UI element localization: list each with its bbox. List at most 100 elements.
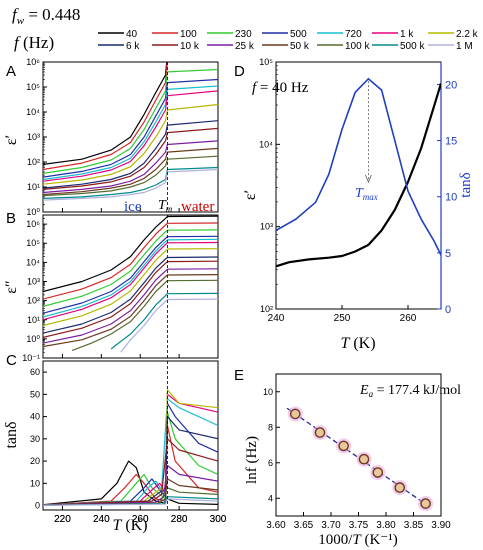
ice-label: ice (124, 199, 142, 215)
series-line-50k (43, 274, 218, 348)
y-tick-label: 10⁴ (259, 139, 273, 149)
series-line-1k (43, 90, 218, 182)
x-tick-label: 280 (171, 514, 188, 525)
y-tick-label: 10⁴ (26, 107, 40, 117)
e-ylabel: lnf (Hz) (244, 436, 260, 484)
y-tick-label: 8 (268, 422, 273, 432)
x-tick-label: 260 (400, 313, 417, 324)
panel-a-epsilon-prime: 10⁰ 10¹ 10² 10³ 10⁴ 10⁵ 10⁶ (26, 57, 219, 217)
series-line-6k (43, 416, 218, 506)
y-tick-label: 10⁰ (26, 334, 40, 344)
y-tick-label: 10⁰ (26, 207, 40, 217)
panel-label-c: C (6, 352, 17, 369)
series-line-6k (43, 256, 218, 334)
series-line-500 (43, 235, 218, 314)
legend-label: 50 k (290, 41, 310, 52)
panel-label-b: B (6, 210, 16, 227)
a-ylabel: ε′ (3, 135, 20, 145)
y-tick-label: 10⁶ (26, 219, 40, 229)
panel-d-f40hz: 10² 10³ 10⁴ 10⁵ 240 250 260 0 5 10 15 20 (259, 57, 457, 324)
x-tick-label: 3.70 (321, 520, 341, 531)
fw-label: fw = 0.448 (12, 5, 80, 27)
series-line-230 (43, 229, 218, 307)
legend-label: 100 k (345, 41, 370, 52)
legend-label: 10 k (180, 41, 200, 52)
d-y2label: tanδ (458, 172, 474, 197)
x-tick-label: 240 (93, 514, 110, 525)
x-tick-label: 250 (334, 313, 351, 324)
y2-tick-label: 10 (445, 192, 457, 204)
series-line-1M (120, 298, 218, 353)
y-tick-label: 10⁶ (26, 57, 40, 67)
x-tick-label: 3.75 (349, 520, 369, 531)
x-tick-label: 220 (54, 514, 71, 525)
epsilon-prime-line (276, 83, 441, 268)
tmax-label: Tmax (355, 186, 378, 202)
legend: 40 100 230 500 720 1 k 2.2 k 6 k 10 k 25 k 50 k 100… (98, 29, 479, 52)
y2-tick-label: 15 (445, 136, 457, 148)
legend-label: 500 k (400, 41, 425, 52)
legend-label: 1 k (400, 29, 414, 40)
tm-label: Tm (158, 198, 173, 214)
y-tick-label: 60 (30, 367, 40, 377)
series-line-100k (43, 155, 218, 197)
legend-label: 25 k (235, 41, 255, 52)
y-tick-label: 10 (263, 387, 273, 397)
y2-tick-label: 0 (445, 304, 451, 316)
y-tick-label: 10⁵ (259, 57, 273, 67)
x-tick-label: 300 (210, 514, 227, 525)
y2-tick-label: 5 (445, 248, 451, 260)
series-line-720 (43, 238, 218, 318)
plot-frame (42, 214, 219, 359)
x-tick-label: 3.80 (376, 520, 396, 531)
y-tick-label: 10⁻¹ (22, 353, 40, 363)
legend-label: 100 (180, 29, 197, 40)
series-line-500k (110, 292, 218, 350)
panel-b-epsilon-double-prime: 10⁻¹ 10⁰ 10¹ 10² 10³ 10⁴ 10⁵ 10⁶ (22, 214, 219, 363)
panel-label-e: E (234, 367, 244, 384)
data-point (420, 498, 431, 509)
series-line-1k (43, 393, 218, 506)
y-tick-label: 10² (27, 296, 40, 306)
y-tick-label: 10² (27, 157, 40, 167)
panel-label-d: D (234, 63, 245, 80)
series-line-25k (43, 140, 218, 194)
series-line-100k (71, 279, 218, 351)
y-tick-label: 10² (260, 304, 273, 314)
x-tick-label: 240 (93, 514, 110, 525)
tan-delta-line (276, 77, 441, 256)
series-line-100 (43, 222, 218, 300)
y-tick-label: 30 (30, 434, 40, 444)
legend-label: 40 (126, 29, 138, 40)
data-point (394, 482, 406, 493)
y-tick-label: 10 (30, 478, 40, 488)
legend-label: 500 (290, 29, 307, 40)
b-ylabel: ε″ (3, 280, 20, 293)
x-tick-label: 220 (54, 514, 71, 525)
series-line-720 (43, 85, 218, 181)
data-point (372, 467, 384, 478)
series-line-10k (43, 127, 218, 190)
x-tick-label: 280 (171, 514, 188, 525)
ea-label: Ea = 177.4 kJ/mol (359, 383, 461, 399)
series-line-10k (43, 260, 218, 338)
series-line-40 (43, 215, 218, 293)
legend-label: 1 M (456, 41, 473, 52)
y-tick-label: 10⁵ (26, 82, 40, 92)
series-line-100 (43, 62, 168, 171)
c-xlabel: T (K) (112, 517, 147, 534)
panel-label-a: A (6, 63, 16, 80)
x-tick-label: 3.85 (404, 520, 424, 531)
x-tick-label: 260 (132, 514, 149, 525)
y2-tick-label: 20 (445, 79, 457, 91)
arrow-head (365, 174, 372, 184)
d-title: f = 40 Hz (252, 80, 309, 96)
legend-label: 720 (345, 29, 362, 40)
data-point (358, 453, 370, 465)
y-tick-label: 10¹ (27, 315, 40, 325)
series-line-1M (43, 498, 218, 506)
series-line-25k (43, 268, 218, 344)
series-line-1M (43, 168, 218, 201)
x-tick-label: 300 (210, 514, 227, 525)
series-line-230 (43, 68, 218, 174)
